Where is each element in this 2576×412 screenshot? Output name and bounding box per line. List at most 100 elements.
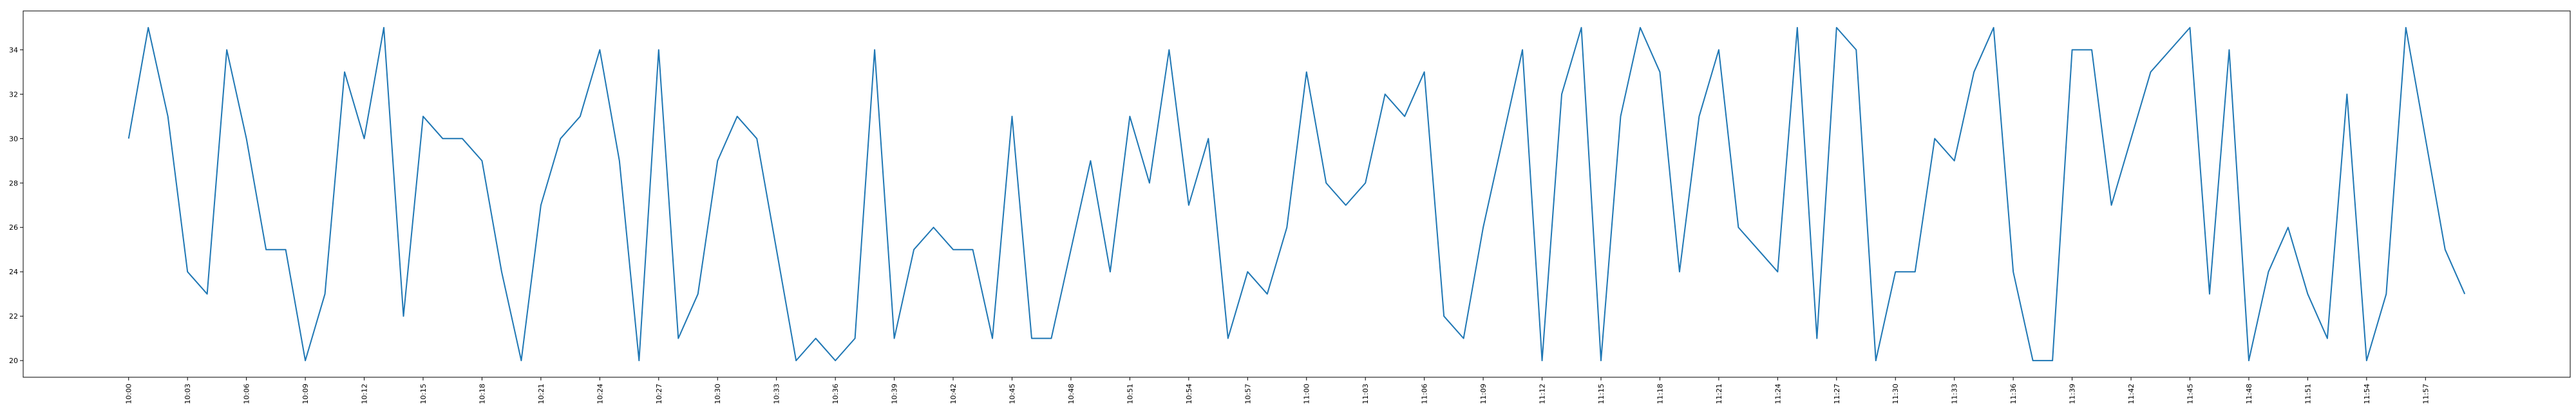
data-point (1424, 71, 1425, 73)
data-point (1267, 294, 1268, 295)
x-tick-label: 11:48 (2245, 384, 2253, 404)
data-point (128, 138, 129, 139)
data-point (1581, 27, 1582, 28)
data-point (1738, 227, 1739, 228)
y-tick-label: 22 (9, 312, 18, 321)
x-tick-label: 10:33 (773, 384, 781, 404)
data-point (560, 138, 561, 139)
y-tick-label: 28 (9, 179, 18, 187)
x-tick-label: 11:03 (1361, 384, 1370, 404)
data-point (1168, 49, 1170, 50)
data-point (717, 160, 718, 162)
data-point (1875, 360, 1877, 361)
data-point (1522, 49, 1523, 50)
data-point (1090, 160, 1091, 162)
x-tick-label: 11:36 (2009, 384, 2018, 404)
data-point (894, 338, 895, 339)
data-point (795, 360, 797, 361)
data-point (2150, 71, 2152, 73)
x-tick-label: 11:18 (1656, 384, 1664, 404)
x-tick-label: 10:03 (184, 384, 192, 404)
data-point (580, 116, 581, 117)
data-point (1502, 138, 1504, 139)
data-point (481, 160, 482, 162)
data-point (2268, 271, 2269, 272)
data-point (1306, 71, 1307, 73)
x-tick-label: 10:57 (1244, 384, 1252, 404)
plot-axes (23, 10, 2571, 378)
data-point (658, 49, 659, 50)
data-point (1993, 27, 1994, 28)
plot-frame (23, 10, 2571, 378)
data-point (207, 294, 208, 295)
data-point (913, 249, 914, 250)
data-point (1149, 182, 1150, 183)
data-point (285, 249, 287, 250)
x-tick-label: 10:42 (949, 384, 958, 404)
data-point (2287, 227, 2289, 228)
data-point (1463, 338, 1464, 339)
data-point (520, 360, 522, 361)
x-tick-label: 10:48 (1067, 384, 1075, 404)
data-point (325, 294, 326, 295)
data-point (2464, 294, 2465, 295)
series-group (128, 26, 2466, 362)
x-tick-label: 10:00 (125, 384, 133, 404)
x-tick-label: 10:51 (1126, 384, 1134, 404)
data-point (2091, 49, 2092, 50)
x-tick-label: 10:24 (596, 384, 604, 404)
data-point (1050, 338, 1052, 339)
x-tick-label: 11:09 (1479, 384, 1488, 404)
y-tick-label: 30 (9, 135, 18, 143)
data-point (1777, 271, 1778, 272)
x-tick-label: 10:45 (1008, 384, 1016, 404)
data-point (1011, 116, 1012, 117)
data-point (1404, 116, 1405, 117)
x-tick-label: 11:33 (1951, 384, 1959, 404)
x-tick-label: 11:06 (1421, 384, 1429, 404)
data-point (2248, 360, 2249, 361)
x-tick-label: 10:15 (419, 384, 428, 404)
data-point (1542, 360, 1543, 361)
data-point (1757, 249, 1759, 250)
data-point (2425, 138, 2426, 139)
data-point (442, 138, 443, 139)
data-point (815, 338, 817, 339)
data-point (2072, 49, 2073, 50)
x-tick-label: 10:21 (537, 384, 545, 404)
data-point (2307, 294, 2308, 295)
data-point (2012, 271, 2014, 272)
data-point (1698, 116, 1700, 117)
data-point (1640, 27, 1641, 28)
data-point (874, 49, 875, 50)
data-point (1247, 271, 1248, 272)
data-point (2366, 360, 2367, 361)
data-point (1325, 182, 1327, 183)
data-point (619, 160, 620, 162)
data-point (2052, 360, 2053, 361)
x-tick-label: 10:30 (714, 384, 722, 404)
series-line (128, 26, 2466, 362)
y-tick-label: 34 (9, 46, 18, 54)
data-point (422, 116, 424, 117)
data-point (599, 49, 600, 50)
data-point (1718, 49, 1719, 50)
data-point (1659, 71, 1660, 73)
x-tick-label: 10:54 (1185, 384, 1193, 404)
data-point (1345, 205, 1347, 206)
data-point (1855, 49, 1857, 50)
data-point (226, 49, 227, 50)
data-point (835, 360, 836, 361)
data-point (677, 338, 679, 339)
data-point (501, 271, 502, 272)
data-point (2385, 294, 2387, 295)
data-point (364, 138, 365, 139)
data-point (697, 294, 699, 295)
data-point (1561, 93, 1562, 95)
data-point (737, 116, 738, 117)
data-point (2170, 49, 2171, 50)
data-point (1973, 71, 1975, 73)
x-tick-label: 11:57 (2421, 384, 2430, 404)
x-tick-label: 10:06 (243, 384, 251, 404)
data-point (2327, 338, 2328, 339)
